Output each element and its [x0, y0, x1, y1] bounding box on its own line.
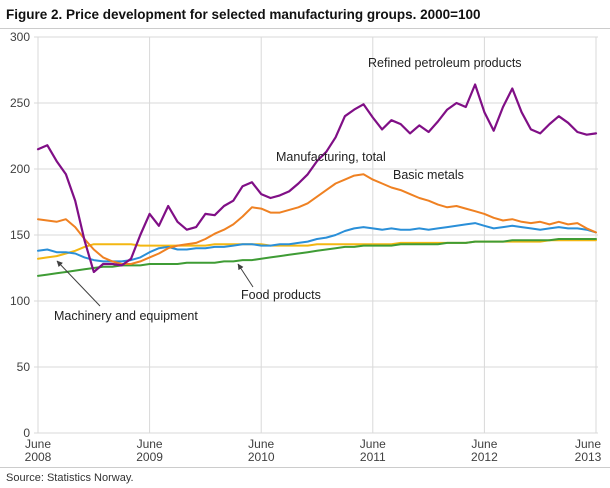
- x-axis-tick-month: June: [137, 437, 163, 451]
- y-axis-tick-label: 0: [23, 426, 30, 440]
- line-chart: 050100150200250300June2008June2009June20…: [10, 30, 602, 464]
- y-axis-tick-label: 200: [10, 162, 30, 176]
- x-axis-tick-month: June: [575, 437, 601, 451]
- y-axis-tick-label: 100: [10, 294, 30, 308]
- figure-title: Figure 2. Price development for selected…: [0, 0, 610, 29]
- x-axis-tick-year: 2012: [471, 450, 498, 464]
- y-axis-tick-label: 150: [10, 228, 30, 242]
- x-axis-tick-year: 2013: [575, 450, 602, 464]
- x-axis-tick-year: 2011: [360, 450, 386, 464]
- y-axis-tick-label: 300: [10, 30, 30, 44]
- series-line-refined-petroleum: [36, 83, 598, 274]
- x-axis-tick-year: 2009: [136, 450, 163, 464]
- arrow-machinery-and-equipment: [56, 260, 101, 307]
- series-line-machinery-equipment: [37, 239, 597, 260]
- x-axis-tick-month: June: [471, 437, 497, 451]
- source-note: Source: Statistics Norway.: [0, 467, 610, 484]
- x-axis-tick-month: June: [248, 437, 274, 451]
- y-axis-tick-label: 250: [10, 96, 30, 110]
- x-axis-tick-year: 2010: [248, 450, 275, 464]
- y-axis-tick-label: 50: [17, 360, 31, 374]
- x-axis-tick-year: 2008: [25, 450, 52, 464]
- x-axis-tick-month: June: [360, 437, 386, 451]
- series-line-food-products: [37, 238, 597, 277]
- x-axis-tick-month: June: [25, 437, 51, 451]
- series-line-basic-metals: [37, 173, 597, 265]
- arrow-food-products: [237, 263, 254, 288]
- chart-area: 0 50 100 150 200 250 300 June 2008 June 2009 June 20…: [0, 29, 610, 467]
